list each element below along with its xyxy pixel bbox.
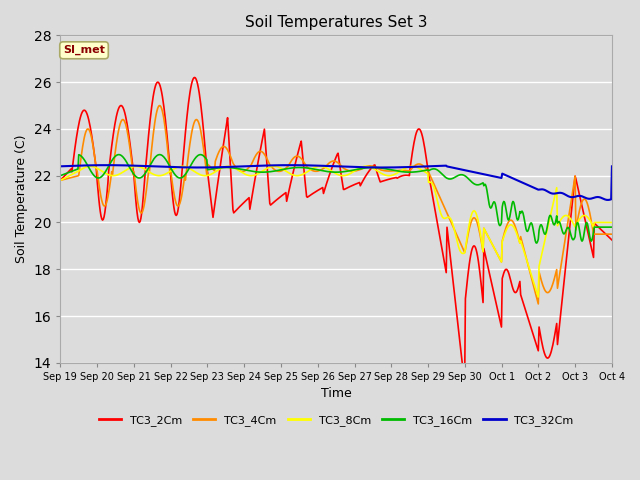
TC3_16Cm (115, 152, 122, 157)
Line: TC3_32Cm: TC3_32Cm (60, 165, 612, 200)
TC3_32Cm (404, 164, 412, 170)
TC3_8Cm (56, 178, 64, 183)
TC3_4Cm (608, 231, 616, 237)
TC3_16Cm (608, 224, 616, 230)
TC3_32Cm (56, 164, 64, 169)
TC3_8Cm (608, 219, 616, 225)
TC3_8Cm (534, 294, 542, 300)
TC3_4Cm (534, 301, 542, 307)
TC3_4Cm (420, 164, 428, 169)
Line: TC3_8Cm: TC3_8Cm (60, 167, 612, 297)
TC3_4Cm (124, 127, 131, 133)
TC3_8Cm (67, 172, 74, 178)
TC3_4Cm (209, 167, 217, 172)
TC3_16Cm (533, 240, 541, 246)
TC3_32Cm (67, 163, 74, 169)
Y-axis label: Soil Temperature (C): Soil Temperature (C) (15, 135, 28, 264)
TC3_2Cm (56, 178, 64, 183)
TC3_8Cm (124, 166, 132, 172)
TC3_32Cm (102, 162, 110, 168)
TC3_8Cm (420, 168, 428, 174)
TC3_16Cm (124, 161, 132, 167)
TC3_8Cm (404, 164, 412, 170)
TC3_32Cm (209, 165, 217, 170)
TC3_2Cm (420, 141, 428, 147)
TC3_16Cm (67, 169, 74, 175)
Title: Soil Temperatures Set 3: Soil Temperatures Set 3 (245, 15, 428, 30)
TC3_8Cm (209, 170, 217, 176)
TC3_16Cm (56, 173, 64, 179)
TC3_16Cm (420, 168, 428, 173)
TC3_8Cm (180, 164, 188, 169)
TC3_4Cm (56, 178, 64, 183)
TC3_4Cm (156, 103, 163, 108)
TC3_16Cm (209, 166, 217, 172)
TC3_8Cm (86, 164, 94, 169)
TC3_16Cm (180, 173, 188, 179)
TC3_2Cm (191, 74, 198, 80)
Line: TC3_2Cm: TC3_2Cm (60, 77, 612, 384)
Line: TC3_4Cm: TC3_4Cm (60, 106, 612, 304)
TC3_2Cm (179, 156, 187, 162)
TC3_16Cm (404, 169, 412, 175)
TC3_32Cm (180, 165, 188, 170)
TC3_4Cm (67, 175, 74, 180)
TC3_2Cm (209, 215, 217, 220)
Text: SI_met: SI_met (63, 45, 105, 55)
TC3_32Cm (124, 163, 132, 168)
Legend: TC3_2Cm, TC3_4Cm, TC3_8Cm, TC3_16Cm, TC3_32Cm: TC3_2Cm, TC3_4Cm, TC3_8Cm, TC3_16Cm, TC3… (94, 411, 578, 431)
TC3_2Cm (67, 167, 74, 173)
TC3_4Cm (404, 168, 412, 174)
TC3_2Cm (461, 382, 468, 387)
TC3_2Cm (608, 237, 616, 243)
TC3_32Cm (608, 164, 616, 169)
TC3_2Cm (404, 172, 412, 178)
TC3_4Cm (180, 179, 188, 185)
X-axis label: Time: Time (321, 387, 351, 400)
TC3_2Cm (124, 121, 131, 127)
TC3_32Cm (604, 197, 612, 203)
Line: TC3_16Cm: TC3_16Cm (60, 155, 612, 243)
TC3_32Cm (420, 164, 428, 169)
